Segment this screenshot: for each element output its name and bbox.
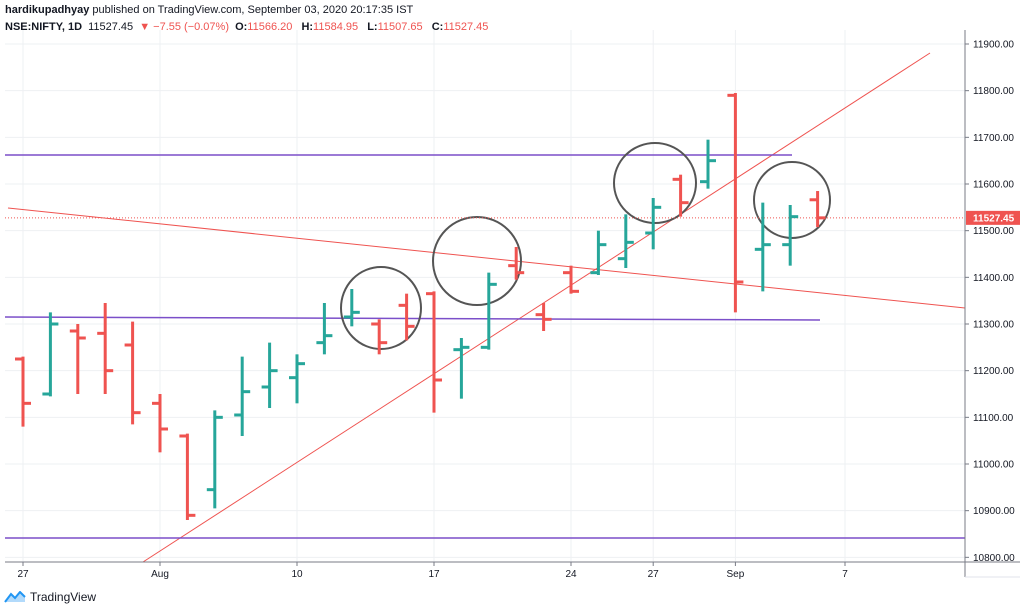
ohlc-bar — [97, 303, 114, 394]
x-tick-label: 27 — [648, 569, 660, 580]
ohlc-bar — [289, 354, 305, 404]
ohlc-bar — [809, 191, 826, 228]
low-label: L: — [367, 21, 378, 33]
ohlc-bar — [480, 272, 497, 350]
ohlc-bar — [754, 202, 771, 292]
highlight-circle — [753, 161, 831, 239]
highlight-circle — [613, 142, 697, 224]
ohlc-bar — [124, 321, 141, 425]
ohlc-bar — [316, 303, 333, 355]
y-tick-label: 11500.00 — [973, 226, 1014, 237]
close-label: C: — [431, 21, 444, 33]
ohlc-bar — [590, 230, 607, 275]
drawing-annotations — [4, 52, 966, 563]
publisher-username[interactable]: hardikupadhyay — [5, 4, 90, 16]
x-tick-label: 24 — [565, 569, 577, 580]
tradingview-brand: TradingView — [30, 590, 97, 604]
y-tick-label: 11100.00 — [973, 413, 1014, 424]
y-tick-label: 11600.00 — [973, 180, 1014, 191]
ohlc-bar — [234, 356, 251, 436]
highlight-circle — [432, 216, 522, 306]
ohlc-bar — [261, 342, 278, 408]
ohlc-bar — [563, 265, 579, 294]
y-tick-label: 11800.00 — [973, 86, 1014, 97]
last-price-tag-label: 11527.45 — [973, 213, 1015, 224]
chart-axes: 10800.00 10900.00 11000.00 11100.00 11200.00… — [5, 30, 1020, 580]
y-tick-label: 10900.00 — [973, 506, 1015, 517]
ohlc-bar — [15, 356, 31, 427]
high-label: H: — [301, 21, 314, 33]
ohlc-bar — [782, 205, 799, 266]
tradingview-logo[interactable]: TradingView — [4, 589, 96, 605]
ohlc-bar — [426, 291, 442, 413]
price-change: ▼ −7.55 (−0.07%) — [139, 21, 229, 33]
ohlc-bar — [42, 312, 59, 397]
ohlc-bar — [727, 93, 744, 313]
low-value: 11507.65 — [377, 21, 423, 33]
x-tick-label: 17 — [428, 569, 440, 580]
ohlc-legend: NSE:NIFTY, 1D 11527.45 ▼ −7.55 (−0.07%) … — [5, 20, 965, 35]
open-label: O: — [235, 21, 248, 33]
x-tick-label: 7 — [842, 569, 848, 580]
ohlc-bar — [398, 293, 415, 341]
y-tick-label: 11300.00 — [973, 320, 1014, 331]
y-tick-label: 11200.00 — [973, 366, 1014, 377]
y-tick-label: 11700.00 — [973, 133, 1014, 144]
highlight-circle — [340, 266, 422, 350]
publish-info: published on TradingView.com, September … — [92, 4, 414, 16]
tradingview-icon — [4, 591, 26, 603]
ohlc-bar — [179, 433, 196, 520]
falling-trendline — [7, 207, 966, 309]
x-tick-label: Aug — [151, 569, 169, 580]
ohlc-bar — [371, 319, 388, 355]
last-price-tag — [966, 210, 1020, 225]
y-tick-label: 11900.00 — [973, 40, 1014, 51]
support-line — [4, 316, 821, 321]
ohlc-bar — [700, 139, 716, 189]
x-tick-label: 27 — [17, 569, 29, 580]
ohlc-bar — [508, 247, 525, 280]
open-value: 11566.20 — [247, 21, 293, 33]
y-tick-label: 10800.00 — [973, 553, 1015, 564]
grid-lines — [5, 30, 965, 562]
chart-header: hardikupadhyay published on TradingView.… — [5, 3, 965, 37]
close-value: 11527.45 — [443, 21, 489, 33]
ohlc-bar — [453, 338, 470, 399]
y-tick-label: 11400.00 — [973, 273, 1014, 284]
y-tick-label: 11000.00 — [973, 460, 1014, 471]
high-value: 11584.95 — [313, 21, 359, 33]
ohlc-bar — [343, 289, 360, 327]
x-tick-label: 10 — [291, 569, 303, 580]
ohlc-bars — [15, 93, 826, 520]
ohlc-bar — [206, 410, 223, 509]
symbol-label[interactable]: NSE:NIFTY, 1D — [5, 21, 83, 33]
ohlc-bar — [535, 303, 552, 331]
ohlc-bar — [617, 214, 634, 268]
ohlc-bar — [69, 324, 86, 394]
last-price: 11527.45 — [88, 21, 134, 33]
ohlc-bar — [672, 174, 689, 217]
ohlc-bar — [152, 394, 168, 453]
rising-trendline — [142, 52, 931, 563]
ohlc-bar — [645, 198, 662, 250]
x-tick-label: Sep — [727, 569, 745, 580]
